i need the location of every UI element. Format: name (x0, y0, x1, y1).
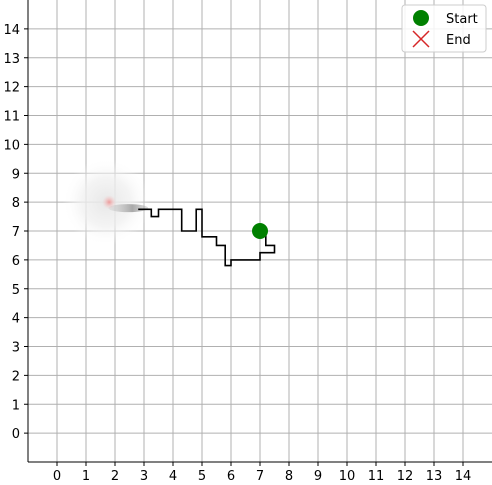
x-tick-label: 1 (82, 469, 90, 484)
x-tick-label: 13 (426, 469, 443, 484)
x-tick-label: 8 (285, 469, 293, 484)
x-tick-label: 10 (339, 469, 356, 484)
x-tick-label: 11 (368, 469, 385, 484)
y-tick-label: 6 (12, 254, 20, 269)
y-tick-label: 12 (3, 81, 20, 96)
y-tick-label: 9 (12, 167, 20, 182)
y-tick-label: 10 (3, 138, 20, 153)
y-tick-label: 4 (12, 312, 20, 327)
x-tick-label: 4 (169, 469, 177, 484)
end-marker (102, 195, 117, 210)
legend-end-label: End (446, 33, 471, 48)
y-tick-label: 0 (12, 427, 20, 442)
y-tick-label: 7 (12, 225, 20, 240)
x-tick-label: 0 (53, 469, 61, 484)
trajectory-line (138, 208, 276, 267)
x-tick-label: 7 (256, 469, 264, 484)
legend-start-label: Start (446, 12, 478, 27)
y-tick-label: 2 (12, 369, 20, 384)
x-tick-label: 6 (227, 469, 235, 484)
legend-end-marker-b (412, 30, 430, 48)
x-tick-label: 2 (111, 469, 119, 484)
y-tick-label: 11 (3, 110, 20, 125)
trajectory (138, 208, 276, 267)
start-marker (252, 223, 268, 239)
blur-smear (108, 204, 149, 213)
x-tick-label: 14 (455, 469, 472, 484)
y-tick-label: 1 (12, 398, 20, 413)
y-tick-label: 5 (12, 283, 20, 298)
y-tick-label: 3 (12, 341, 20, 356)
y-tick-label: 13 (3, 52, 20, 67)
x-tick-label: 12 (397, 469, 414, 484)
legend: Start End (401, 4, 487, 53)
x-tick-label: 9 (314, 469, 322, 484)
axes (24, 0, 492, 466)
grid-lines (28, 0, 492, 462)
y-tick-label: 14 (3, 23, 20, 38)
x-tick-label: 5 (198, 469, 206, 484)
x-tick-label: 3 (140, 469, 148, 484)
y-tick-label: 8 (12, 196, 20, 211)
markers (102, 195, 268, 239)
legend-start-marker (413, 10, 429, 26)
